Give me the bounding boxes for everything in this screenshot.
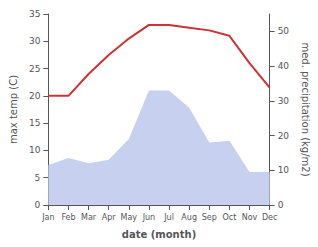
svg-text:May: May — [121, 213, 138, 222]
svg-text:35: 35 — [29, 9, 40, 19]
svg-text:Jan: Jan — [41, 213, 54, 222]
svg-text:40: 40 — [278, 61, 290, 71]
svg-text:0: 0 — [278, 200, 284, 210]
svg-text:20: 20 — [29, 91, 41, 101]
svg-text:Mar: Mar — [81, 213, 97, 222]
svg-text:Nov: Nov — [242, 213, 258, 222]
svg-text:Jul: Jul — [163, 213, 174, 222]
svg-text:30: 30 — [29, 36, 41, 46]
svg-text:Jun: Jun — [142, 213, 156, 222]
svg-text:max temp (C): max temp (C) — [8, 75, 19, 144]
svg-text:0: 0 — [35, 200, 41, 210]
svg-text:10: 10 — [29, 145, 41, 155]
svg-text:med. precipitation (kg/m2): med. precipitation (kg/m2) — [300, 42, 311, 176]
svg-text:50: 50 — [278, 26, 290, 36]
svg-text:5: 5 — [35, 173, 41, 183]
svg-text:Aug: Aug — [181, 213, 197, 222]
svg-text:15: 15 — [29, 118, 40, 128]
svg-text:25: 25 — [29, 64, 40, 74]
svg-text:Feb: Feb — [61, 213, 75, 222]
svg-text:20: 20 — [278, 131, 290, 141]
svg-text:Oct: Oct — [222, 213, 236, 222]
svg-text:Dec: Dec — [262, 213, 277, 222]
svg-text:Apr: Apr — [102, 213, 117, 222]
svg-text:Sep: Sep — [202, 213, 217, 222]
svg-text:10: 10 — [278, 165, 290, 175]
svg-text:date (month): date (month) — [122, 229, 196, 240]
svg-text:30: 30 — [278, 96, 290, 106]
